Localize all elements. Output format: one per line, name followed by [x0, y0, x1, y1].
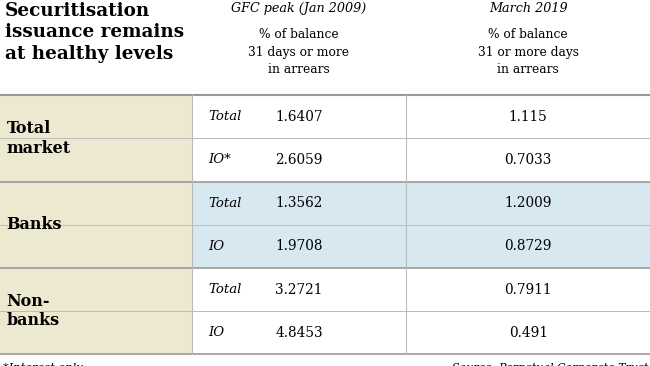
Text: 1.3562: 1.3562	[276, 196, 322, 210]
Text: Non-
banks: Non- banks	[6, 293, 60, 329]
FancyBboxPatch shape	[192, 95, 650, 138]
Text: 0.491: 0.491	[508, 326, 547, 340]
Text: IO: IO	[208, 326, 224, 339]
FancyBboxPatch shape	[192, 311, 650, 354]
Text: 2.6059: 2.6059	[275, 153, 323, 167]
Text: % of balance
31 days or more
in arrears: % of balance 31 days or more in arrears	[248, 28, 350, 76]
Text: Securitisation
issuance remains
at healthy levels: Securitisation issuance remains at healt…	[5, 2, 185, 63]
Text: *Interest only: *Interest only	[3, 363, 83, 366]
Text: IO: IO	[208, 240, 224, 253]
Text: 1.2009: 1.2009	[504, 196, 552, 210]
FancyBboxPatch shape	[192, 182, 650, 225]
Text: 0.7911: 0.7911	[504, 283, 552, 296]
Text: 1.6407: 1.6407	[275, 110, 323, 124]
Text: Source: Perpetual Corporate Trust: Source: Perpetual Corporate Trust	[452, 363, 649, 366]
FancyBboxPatch shape	[192, 268, 650, 311]
FancyBboxPatch shape	[0, 95, 192, 182]
Text: March 2019: March 2019	[489, 2, 567, 15]
Text: 3.2721: 3.2721	[276, 283, 322, 296]
Text: 0.8729: 0.8729	[504, 239, 552, 253]
Text: Banks: Banks	[6, 216, 62, 233]
Text: 0.7033: 0.7033	[504, 153, 552, 167]
Text: Total: Total	[208, 110, 241, 123]
FancyBboxPatch shape	[0, 268, 192, 354]
Text: Total: Total	[208, 283, 241, 296]
Text: 4.8453: 4.8453	[275, 326, 323, 340]
Text: 1.115: 1.115	[509, 110, 547, 124]
FancyBboxPatch shape	[0, 182, 192, 268]
Text: 1.9708: 1.9708	[275, 239, 323, 253]
FancyBboxPatch shape	[192, 138, 650, 182]
FancyBboxPatch shape	[0, 0, 650, 95]
Text: % of balance
31 or more days
in arrears: % of balance 31 or more days in arrears	[478, 28, 578, 76]
Text: Total: Total	[208, 197, 241, 210]
Text: IO*: IO*	[208, 153, 231, 167]
Text: Total
market: Total market	[6, 120, 71, 157]
Text: GFC peak (Jan 2009): GFC peak (Jan 2009)	[231, 2, 367, 15]
FancyBboxPatch shape	[192, 225, 650, 268]
